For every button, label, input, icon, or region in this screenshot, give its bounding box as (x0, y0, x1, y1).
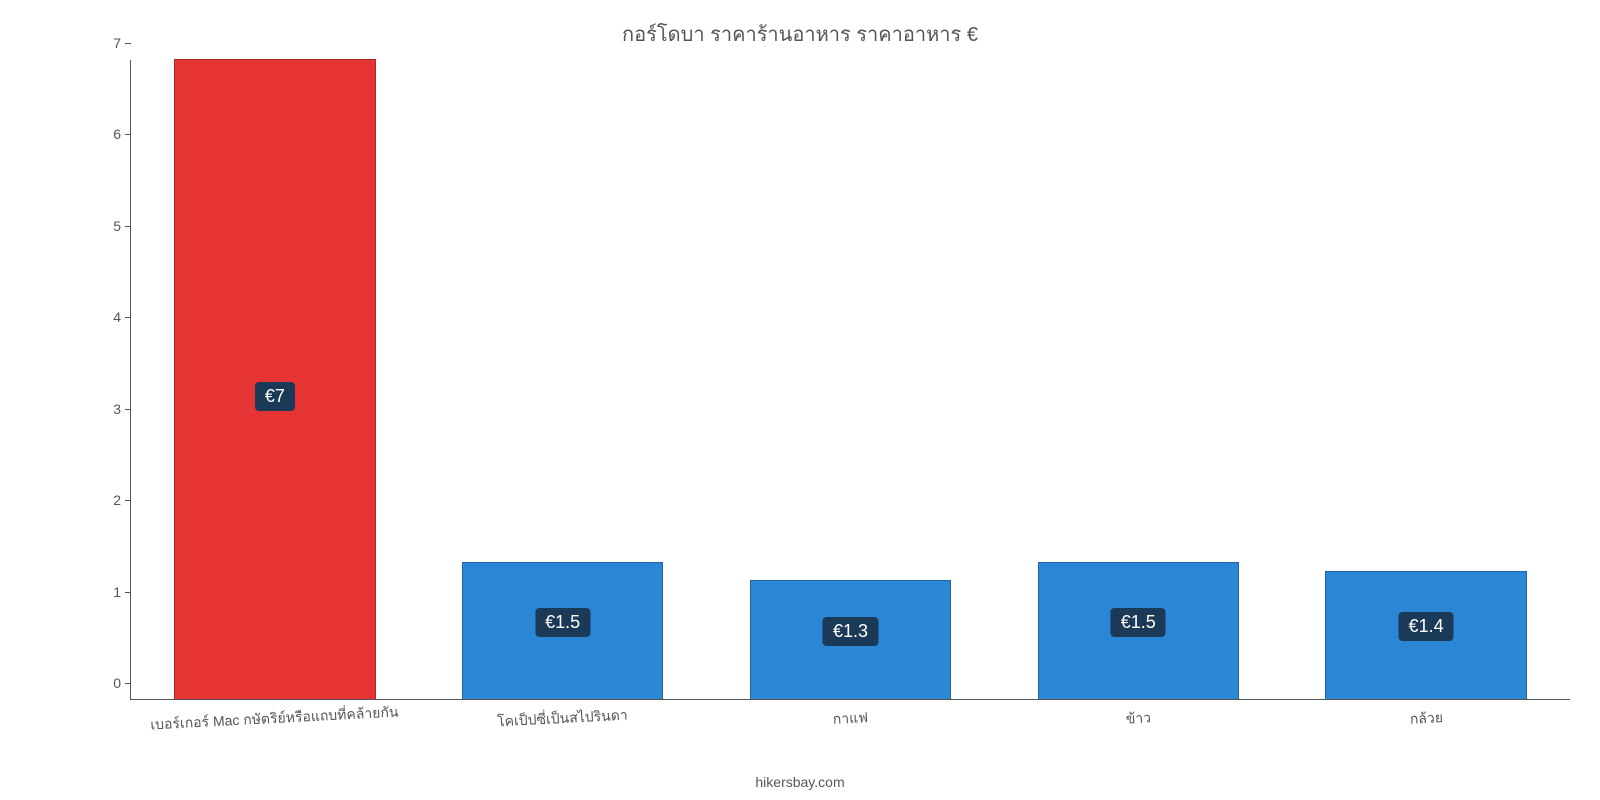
bar: €7 (174, 59, 375, 699)
y-tick: 0 (91, 675, 121, 691)
y-tick: 2 (91, 492, 121, 508)
x-axis-label: เบอร์เกอร์ Mac กษัตริย์หรือแถบที่คล้ายกั… (130, 700, 419, 737)
x-axis-labels: เบอร์เกอร์ Mac กษัตริย์หรือแถบที่คล้ายกั… (130, 700, 1570, 722)
bar-slot: €1.5 (994, 60, 1282, 699)
bar-value-label: €7 (255, 382, 295, 411)
bar: €1.5 (462, 562, 663, 699)
bar-chart: กอร์โดบา ราคาร้านอาหาร ราคาอาหาร € €7 €1.… (0, 0, 1600, 800)
x-axis-label: กล้วย (1282, 700, 1571, 737)
x-axis-label: โคเป็ปซี่เป็นสไปรินดา (418, 700, 707, 737)
bar-slot: €1.5 (419, 60, 707, 699)
chart-title: กอร์โดบา ราคาร้านอาหาร ราคาอาหาร € (0, 18, 1600, 50)
y-tick: 3 (91, 401, 121, 417)
y-tick: 1 (91, 584, 121, 600)
bar-value-label: €1.5 (1111, 608, 1166, 637)
bar-value-label: €1.5 (535, 608, 590, 637)
x-axis-label: ข้าว (994, 700, 1283, 737)
bars-container: €7 €1.5 €1.3 €1.5 €1.4 (131, 60, 1570, 699)
bar-value-label: €1.4 (1399, 612, 1454, 641)
plot-area: €7€1.5€1.3€1.5€1.4 01234567 (130, 60, 1570, 700)
credit-text: hikersbay.com (0, 774, 1600, 790)
x-axis-label: กาแฟ (706, 700, 995, 737)
bar-slot: €7 (131, 60, 419, 699)
bar-slot: €1.4 (1282, 60, 1570, 699)
bar: €1.4 (1325, 571, 1526, 699)
bar: €1.3 (750, 580, 951, 699)
y-tick: 6 (91, 126, 121, 142)
bar-slot: €1.3 (707, 60, 995, 699)
bar-value-label: €1.3 (823, 617, 878, 646)
y-tick: 7 (91, 35, 121, 51)
y-tick: 4 (91, 309, 121, 325)
y-tick: 5 (91, 218, 121, 234)
bar: €1.5 (1038, 562, 1239, 699)
